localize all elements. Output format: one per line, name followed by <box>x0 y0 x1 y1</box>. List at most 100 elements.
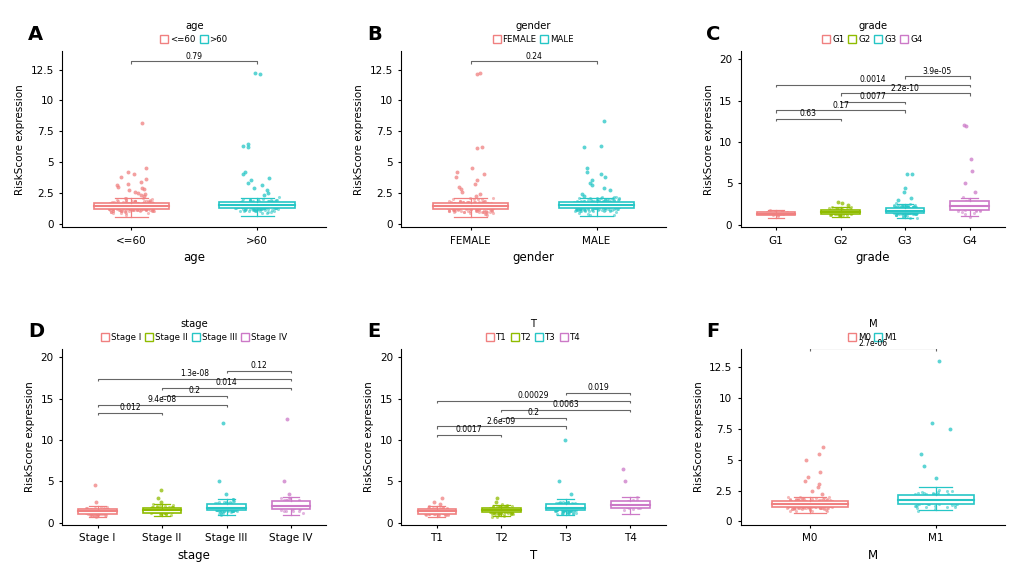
Point <box>293 501 310 510</box>
Point <box>967 206 983 215</box>
Point <box>580 201 596 210</box>
Point <box>441 206 458 215</box>
Point <box>823 207 840 216</box>
Point <box>462 203 478 212</box>
Point <box>891 202 907 211</box>
Point <box>794 496 810 505</box>
Point <box>239 178 256 188</box>
Point <box>230 203 247 212</box>
Point <box>904 204 920 213</box>
Point <box>252 201 268 211</box>
Point <box>551 500 568 509</box>
Point <box>799 498 815 507</box>
Point <box>225 501 242 511</box>
Point <box>144 200 160 209</box>
Point <box>818 494 835 504</box>
Point <box>141 198 157 207</box>
Point <box>86 507 102 516</box>
Point <box>793 499 809 508</box>
Point <box>609 200 626 209</box>
Point <box>431 511 447 520</box>
Point <box>452 207 469 216</box>
Point <box>782 496 798 505</box>
Point <box>841 209 857 218</box>
Point <box>247 206 263 215</box>
Point <box>234 141 251 151</box>
Point <box>436 508 452 518</box>
Point <box>147 505 163 514</box>
Point <box>949 207 965 216</box>
Point <box>425 508 441 517</box>
Point <box>444 205 461 215</box>
Point <box>485 507 501 516</box>
Point <box>899 208 915 218</box>
Point <box>106 200 122 209</box>
Point <box>907 206 923 215</box>
Point <box>253 203 269 212</box>
Point <box>586 203 602 212</box>
Point <box>836 205 852 215</box>
Point <box>794 501 810 510</box>
Point <box>96 506 112 515</box>
Point <box>796 501 812 510</box>
Point <box>136 203 152 212</box>
Point <box>586 200 602 209</box>
Point <box>795 501 811 510</box>
Point <box>553 504 570 514</box>
Point <box>569 205 585 214</box>
Point <box>884 207 901 216</box>
Point <box>596 172 612 181</box>
Point <box>589 200 605 209</box>
Point <box>223 502 239 511</box>
Point <box>258 199 274 208</box>
Point <box>417 509 433 519</box>
Point <box>821 205 838 215</box>
Point <box>576 206 592 215</box>
Point <box>490 504 506 514</box>
Text: 0.0014: 0.0014 <box>859 75 886 84</box>
Point <box>823 501 840 511</box>
Point <box>785 503 801 512</box>
Point <box>904 209 920 218</box>
Point <box>231 201 248 211</box>
Point <box>291 500 308 509</box>
Point <box>426 507 442 516</box>
Point <box>113 203 129 212</box>
Point <box>820 204 837 213</box>
Point <box>792 501 808 511</box>
Point <box>887 210 903 219</box>
Point <box>471 201 487 211</box>
Point <box>890 206 906 215</box>
Point <box>584 203 600 212</box>
Point <box>896 210 912 219</box>
Point <box>149 504 165 514</box>
Point <box>796 501 812 511</box>
Point <box>919 493 935 503</box>
Point <box>490 505 506 514</box>
Point <box>133 118 150 127</box>
Point <box>902 207 918 216</box>
Point <box>105 204 121 213</box>
Point <box>797 498 813 507</box>
Point <box>609 204 626 213</box>
Point <box>598 200 614 209</box>
Point <box>587 199 603 208</box>
Point <box>467 197 483 207</box>
Point <box>896 205 912 215</box>
Point <box>279 496 296 505</box>
Point <box>607 202 624 211</box>
Point <box>144 504 160 514</box>
Point <box>211 505 227 515</box>
Point <box>589 200 605 209</box>
Point <box>886 206 902 215</box>
Point <box>452 203 469 212</box>
Point <box>602 200 619 209</box>
Point <box>556 504 573 513</box>
Point <box>548 500 565 509</box>
Point <box>449 206 466 215</box>
Point <box>567 503 583 512</box>
Point <box>607 193 624 202</box>
Point <box>231 200 248 209</box>
Point <box>284 500 301 509</box>
Point <box>826 207 843 216</box>
